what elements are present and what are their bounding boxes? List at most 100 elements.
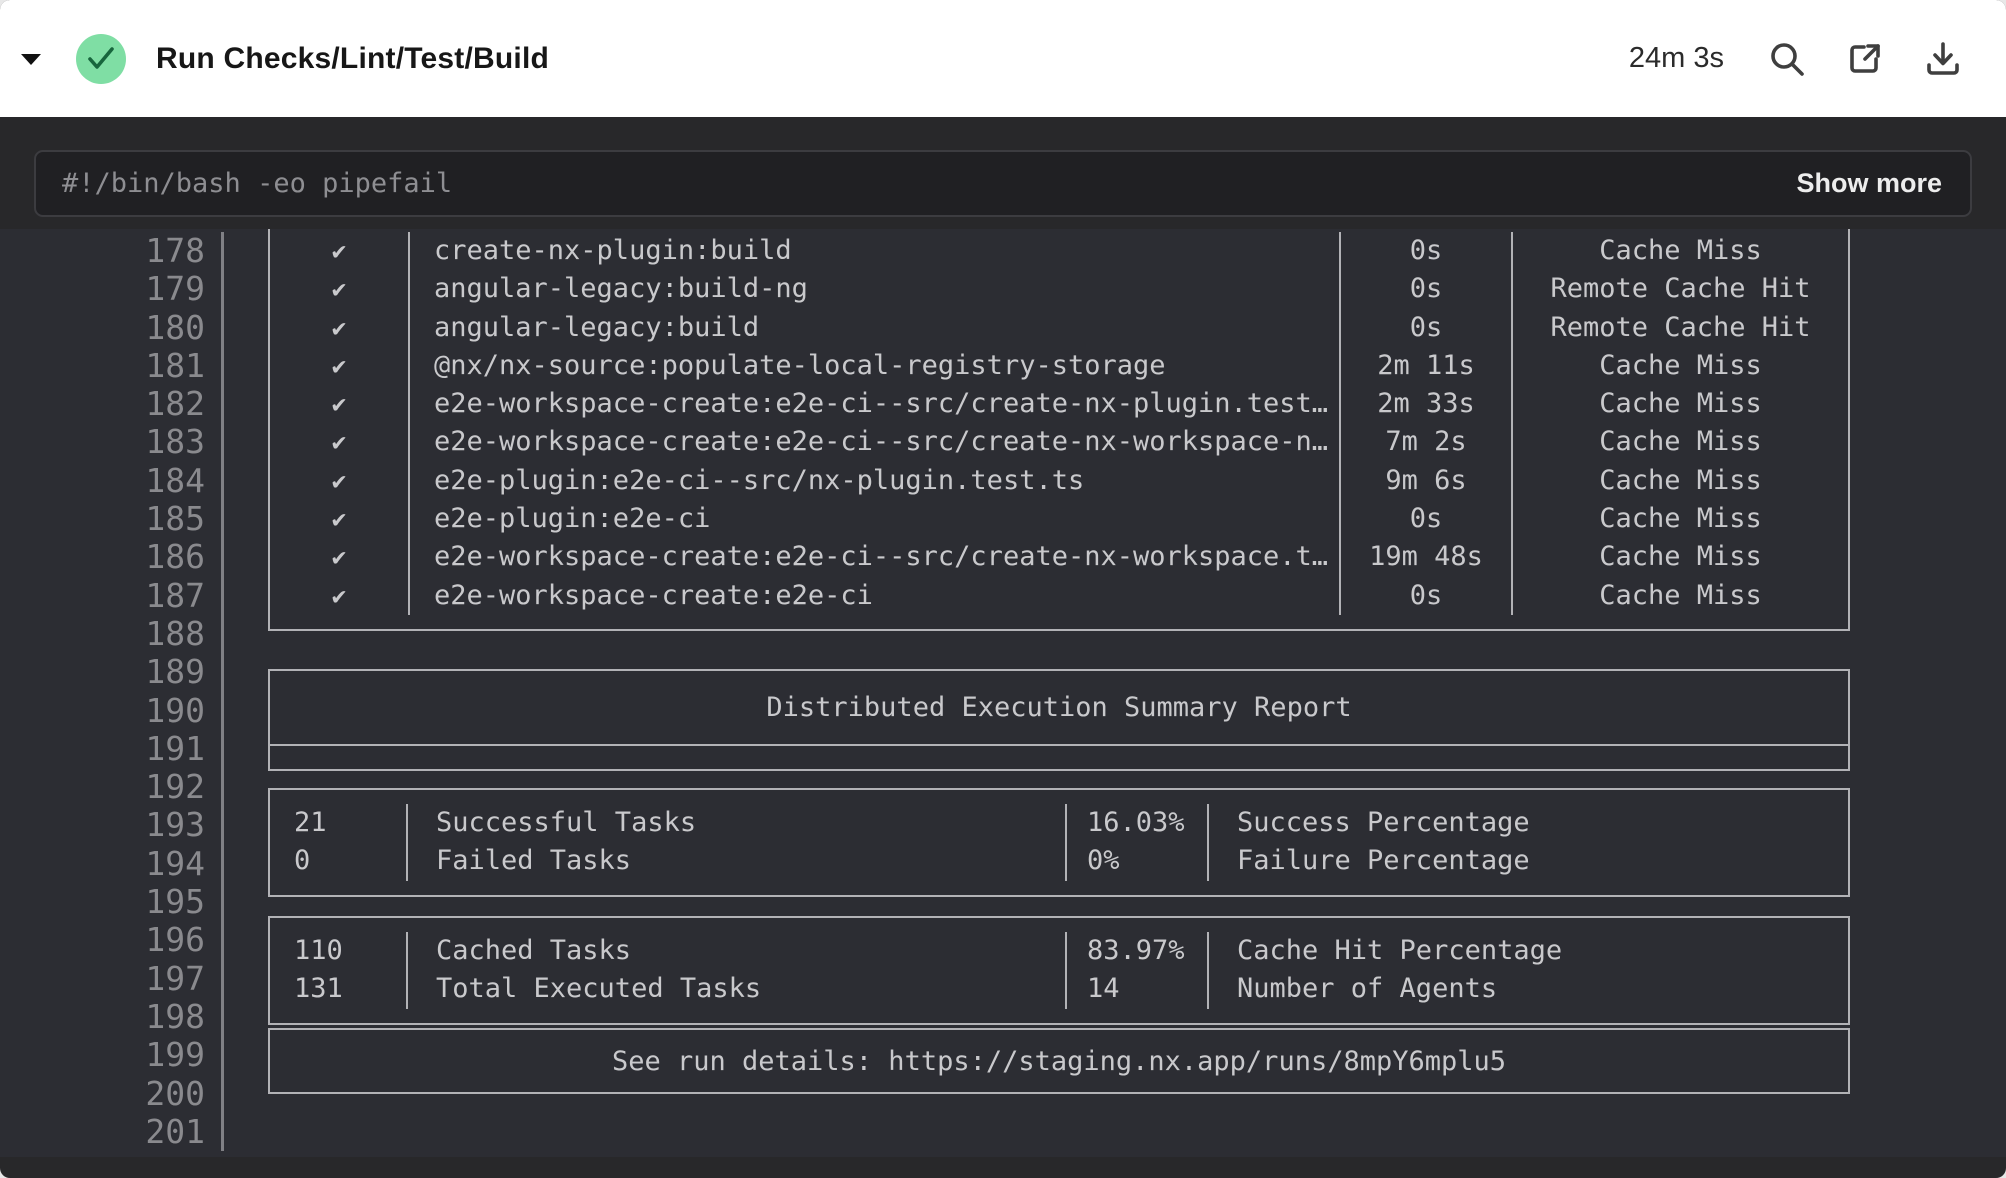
task-duration: 7m 2s <box>1385 426 1467 458</box>
run-details-link: See run details: https://staging.nx.app/… <box>611 1045 1507 1077</box>
line-number: 191 <box>145 728 205 768</box>
task-cache-status: Cache Miss <box>1599 464 1762 496</box>
open-external-button[interactable] <box>1844 38 1886 80</box>
task-duration: 0s <box>1409 273 1443 305</box>
line-number: 186 <box>145 537 205 577</box>
show-more-button[interactable]: Show more <box>1796 168 1942 198</box>
status-success-badge <box>76 33 126 84</box>
task-name: create-nx-plugin:build <box>434 235 792 266</box>
tasks-table: ✔ ✔ ✔ ✔ ✔ ✔ ✔ ✔ ✔ ✔ create-nx-plugin:build angular… <box>268 229 1850 631</box>
task-name: angular-legacy:build-ng <box>434 273 808 305</box>
stat-percentage-label: Failure Percentage <box>1237 845 1530 877</box>
stat-percentage-label: Cache Hit Percentage <box>1237 935 1563 966</box>
line-number: 201 <box>145 1111 205 1151</box>
task-name: e2e-plugin:e2e-ci <box>434 503 711 535</box>
summary-stats-box-1: 21 0 Successful Tasks Failed Tasks 16.03% 0… <box>268 788 1850 897</box>
caret-down-icon <box>21 53 41 65</box>
task-cache-status: Cache Miss <box>1599 579 1762 611</box>
task-duration: 9m 6s <box>1385 464 1467 496</box>
stat-percentage-label-column: Cache Hit Percentage Number of Agents <box>1209 932 1848 1009</box>
task-status: ✔ <box>331 275 347 304</box>
stat-percentage: 14 <box>1087 973 1120 1005</box>
stat-value: 131 <box>294 973 343 1005</box>
gutter-separator <box>221 232 224 1151</box>
stat-value: 21 <box>294 807 327 838</box>
task-duration-column: 0s 0s 0s 2m 11s 2m 33s 7m 2s 9m 6s 0s 19m 48s 0s <box>1341 232 1513 615</box>
line-number: 194 <box>145 843 205 883</box>
task-duration: 0s <box>1409 311 1443 343</box>
task-duration: 19m 48s <box>1369 541 1483 573</box>
line-number-gutter: 178 179 180 181 182 183 184 185 186 187 188 189 190 1… <box>0 231 205 1151</box>
line-number: 190 <box>145 690 205 730</box>
task-status: ✔ <box>331 351 347 380</box>
task-cache-status: Remote Cache Hit <box>1550 273 1811 305</box>
stat-percentage-column: 83.97% 14 <box>1067 932 1209 1009</box>
task-cache-column: Cache Miss Remote Cache Hit Remote Cache H… <box>1513 232 1848 615</box>
stat-percentage: 16.03% <box>1087 807 1185 838</box>
task-cache-status: Remote Cache Hit <box>1550 311 1811 343</box>
run-details-link-box: See run details: https://staging.nx.app/… <box>268 1028 1850 1094</box>
line-number: 179 <box>145 269 205 309</box>
task-duration: 0s <box>1409 579 1443 611</box>
summary-report-box: Distributed Execution Summary Report <box>268 669 1850 771</box>
line-number: 188 <box>145 613 205 653</box>
stat-value: 110 <box>294 935 343 966</box>
task-name: @nx/nx-source:populate-local-registry-st… <box>434 349 1166 381</box>
task-status: ✔ <box>331 313 347 342</box>
task-status: ✔ <box>331 505 347 534</box>
line-number: 182 <box>145 384 205 424</box>
stat-percentage-label: Success Percentage <box>1237 807 1530 838</box>
task-name-column: create-nx-plugin:build angular-legacy:bui… <box>410 232 1341 615</box>
open-external-icon <box>1850 43 1880 73</box>
stat-label: Failed Tasks <box>436 845 632 877</box>
task-cache-status: Cache Miss <box>1599 426 1762 458</box>
task-name: e2e-workspace-create:e2e-ci--src/create-… <box>434 541 1329 573</box>
step-header: Run Checks/Lint/Test/Build 24m 3s <box>0 0 2006 117</box>
stat-percentage-label: Number of Agents <box>1237 973 1498 1005</box>
line-number: 187 <box>145 575 205 615</box>
task-name: e2e-workspace-create:e2e-ci <box>434 579 873 611</box>
line-number: 196 <box>145 920 205 960</box>
stat-label-column: Cached Tasks Total Executed Tasks <box>408 932 1067 1009</box>
download-logs-button[interactable] <box>1922 38 1964 80</box>
task-name: e2e-workspace-create:e2e-ci--src/create-… <box>434 426 1329 458</box>
search-logs-button[interactable] <box>1766 38 1808 80</box>
task-cache-status: Cache Miss <box>1599 349 1762 381</box>
step-title: Run Checks/Lint/Test/Build <box>156 41 550 75</box>
log-output-area: 178 179 180 181 182 183 184 185 186 187 188 189 190 1… <box>0 229 2006 1157</box>
download-icon <box>1927 41 1959 75</box>
task-cache-status: Cache Miss <box>1599 235 1762 266</box>
header-actions: 24m 3s <box>1629 38 2006 80</box>
task-cache-status: Cache Miss <box>1599 388 1762 420</box>
stat-percentage-column: 16.03% 0% <box>1067 804 1209 881</box>
step-duration: 24m 3s <box>1628 42 1724 74</box>
line-number: 193 <box>145 805 205 845</box>
line-number: 199 <box>145 1035 205 1075</box>
line-number: 181 <box>145 345 205 385</box>
task-cache-status: Cache Miss <box>1599 503 1762 535</box>
line-number: 192 <box>145 767 205 807</box>
task-name: e2e-workspace-create:e2e-ci--src/create-… <box>434 388 1329 420</box>
task-name: angular-legacy:build <box>434 311 760 343</box>
line-number: 184 <box>145 460 205 500</box>
line-number: 180 <box>145 307 205 347</box>
task-status: ✔ <box>331 466 347 495</box>
stat-label: Total Executed Tasks <box>436 973 762 1005</box>
command-text: #!/bin/bash -eo pipefail <box>62 168 453 199</box>
stat-percentage: 83.97% <box>1087 935 1185 966</box>
stat-label-column: Successful Tasks Failed Tasks <box>408 804 1067 881</box>
stat-value-column: 21 0 <box>270 804 408 881</box>
stat-percentage-label-column: Success Percentage Failure Percentage <box>1209 804 1848 881</box>
stat-value: 0 <box>294 845 311 877</box>
line-number: 178 <box>145 231 205 270</box>
stat-label: Cached Tasks <box>436 935 632 966</box>
command-bar: #!/bin/bash -eo pipefail Show more <box>34 150 1972 217</box>
task-name: e2e-plugin:e2e-ci--src/nx-plugin.test.ts <box>434 464 1085 496</box>
line-number: 185 <box>145 499 205 539</box>
line-number: 195 <box>145 882 205 922</box>
search-icon <box>1771 42 1804 76</box>
stat-label: Successful Tasks <box>436 807 697 838</box>
stat-value-column: 110 131 <box>270 932 408 1009</box>
collapse-step-button[interactable] <box>0 50 62 68</box>
